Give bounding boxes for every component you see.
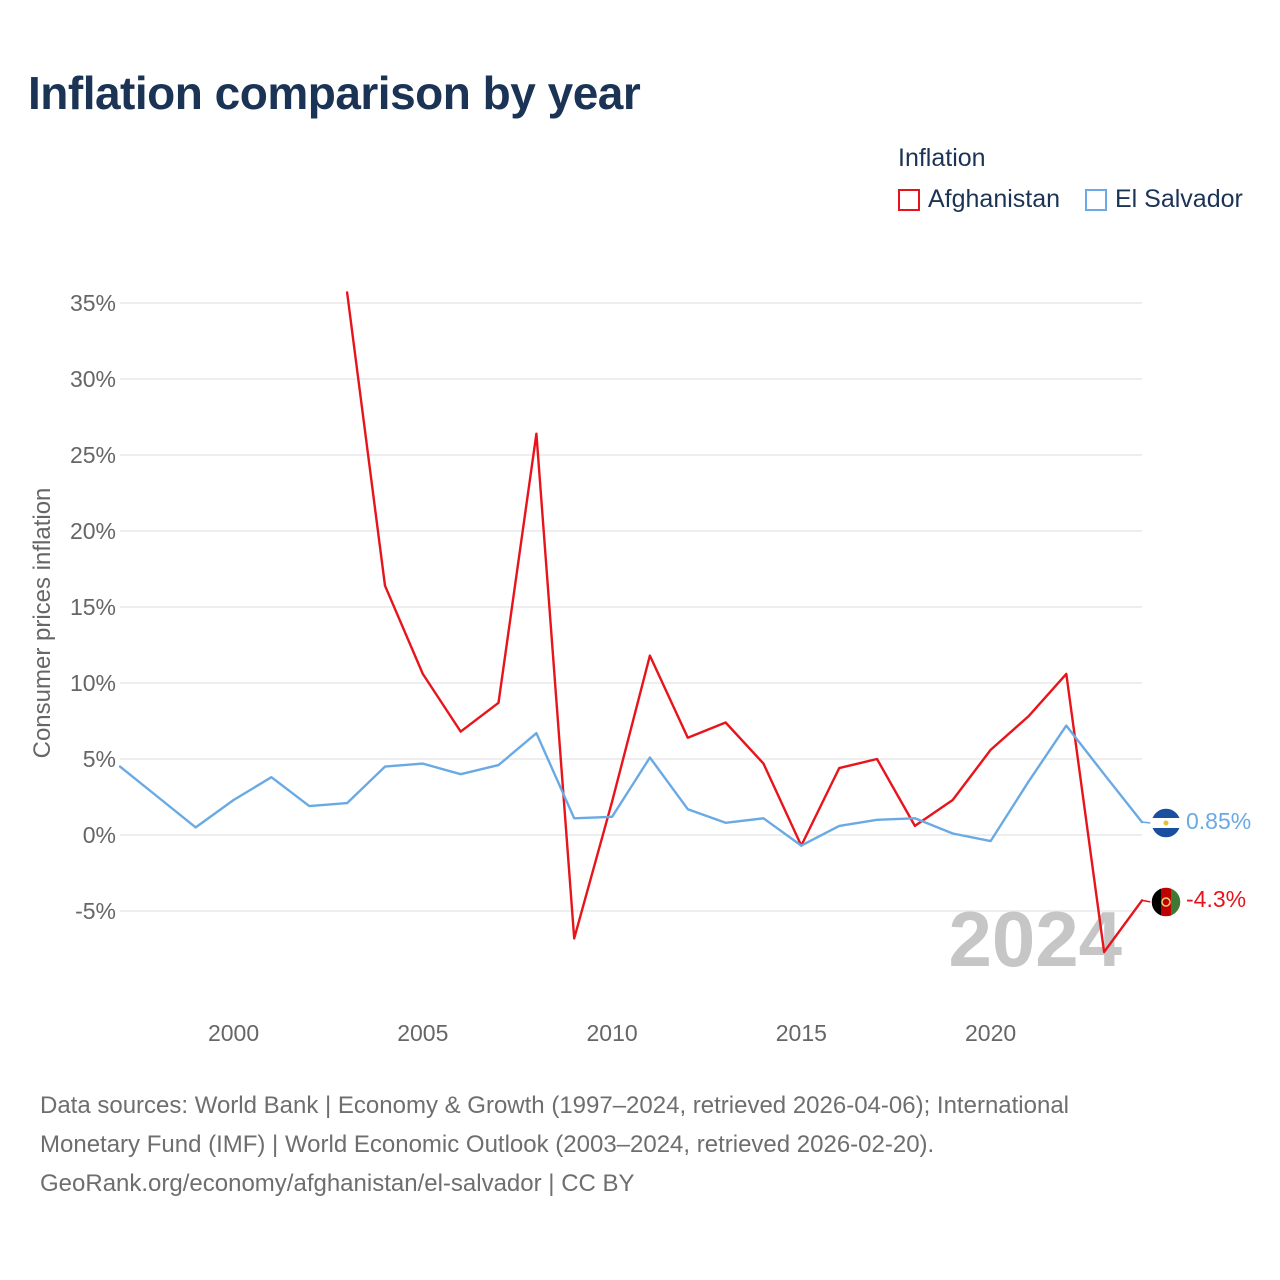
x-tick-label: 2020 bbox=[965, 1020, 1016, 1046]
y-tick-label: 25% bbox=[70, 442, 116, 468]
x-tick-label: 2005 bbox=[397, 1020, 448, 1046]
data-sources-note: Data sources: World Bank | Economy & Gro… bbox=[40, 1086, 1240, 1203]
legend-title: Inflation bbox=[898, 144, 986, 172]
x-tick-label: 2000 bbox=[208, 1020, 259, 1046]
y-tick-label: 0% bbox=[83, 822, 116, 848]
legend-item-el-salvador[interactable]: El Salvador bbox=[1085, 185, 1243, 214]
legend-swatch-afghanistan bbox=[898, 188, 920, 211]
legend-label-afghanistan: Afghanistan bbox=[928, 185, 1061, 213]
series-end-connector bbox=[1141, 899, 1152, 903]
year-watermark: 2024 bbox=[948, 895, 1122, 983]
source-line-2: Monetary Fund (IMF) | World Economic Out… bbox=[40, 1131, 935, 1158]
y-tick-label: 30% bbox=[70, 366, 116, 392]
el-salvador-end-label: 0.85% bbox=[1186, 808, 1251, 834]
inflation-line-chart: 35% 30% 25% 20% 15% 10% 5% 0% -5% 2000 2005 2010 20… bbox=[29, 290, 1251, 1046]
y-tick-label: 20% bbox=[70, 518, 116, 544]
source-line-3: GeoRank.org/economy/afghanistan/el-salva… bbox=[40, 1170, 635, 1197]
series-line-el-salvador bbox=[118, 724, 1144, 847]
afghanistan-end-label: -4.3% bbox=[1186, 886, 1246, 912]
y-tick-label: -5% bbox=[75, 898, 116, 924]
y-axis-label: Consumer prices inflation bbox=[29, 488, 56, 759]
legend-label-el-salvador: El Salvador bbox=[1115, 185, 1243, 213]
x-tick-label: 2015 bbox=[776, 1020, 827, 1046]
series-line-afghanistan bbox=[345, 291, 1144, 954]
el-salvador-flag-icon bbox=[1150, 807, 1182, 839]
x-tick-label: 2010 bbox=[586, 1020, 637, 1046]
legend-item-afghanistan[interactable]: Afghanistan bbox=[898, 185, 1060, 214]
series-end-connector bbox=[1141, 821, 1152, 824]
y-tick-label: 5% bbox=[83, 746, 116, 772]
source-line-1: Data sources: World Bank | Economy & Gro… bbox=[40, 1092, 1070, 1119]
y-tick-label: 15% bbox=[70, 594, 116, 620]
y-tick-label: 10% bbox=[70, 670, 116, 696]
y-tick-label: 35% bbox=[70, 290, 116, 316]
afghanistan-flag-icon bbox=[1150, 886, 1182, 918]
page-title: Inflation comparison by year bbox=[28, 67, 641, 119]
legend-swatch-el-salvador bbox=[1085, 188, 1107, 211]
